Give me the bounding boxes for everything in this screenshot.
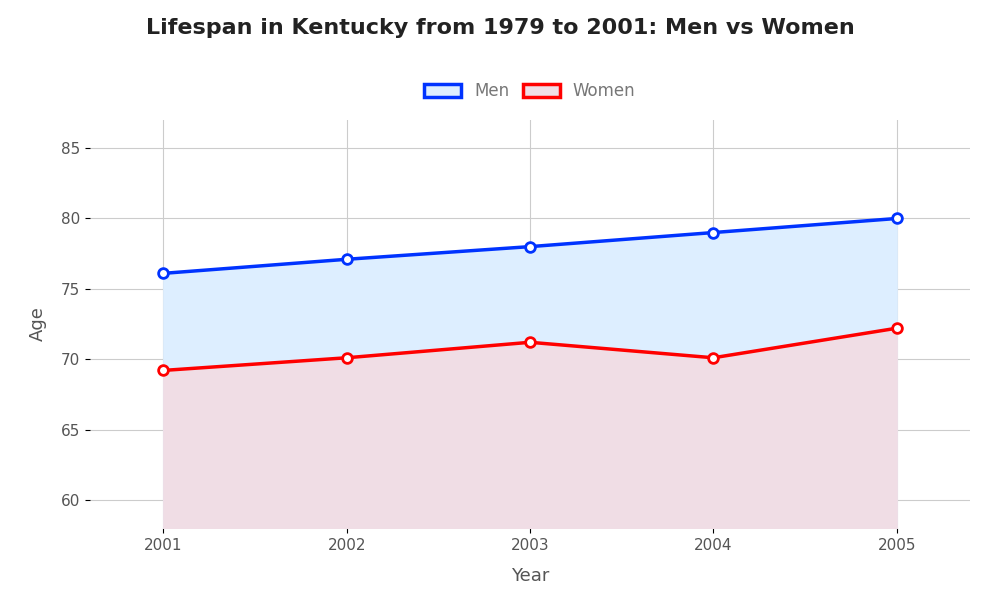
Text: Lifespan in Kentucky from 1979 to 2001: Men vs Women: Lifespan in Kentucky from 1979 to 2001: … [146, 18, 854, 38]
Legend: Men, Women: Men, Women [418, 75, 642, 107]
X-axis label: Year: Year [511, 566, 549, 584]
Y-axis label: Age: Age [29, 307, 47, 341]
